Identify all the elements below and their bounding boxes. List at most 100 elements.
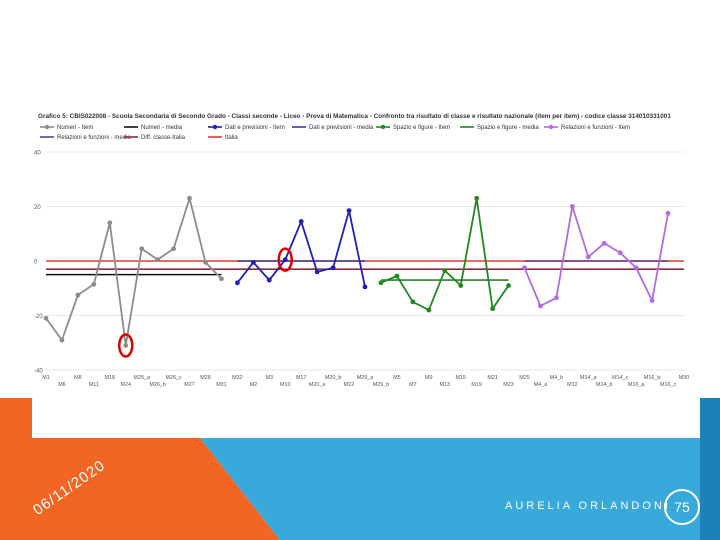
legend-label: Numeri - Item bbox=[57, 125, 93, 131]
x-tick-label: M21 bbox=[487, 375, 498, 381]
data-point bbox=[633, 265, 639, 271]
y-tick-label: 20 bbox=[34, 205, 41, 211]
x-tick-label: M14_b bbox=[596, 382, 612, 388]
legend-marker bbox=[212, 124, 218, 130]
series-group bbox=[378, 195, 511, 313]
y-tick-label: 0 bbox=[34, 260, 38, 266]
x-tick-label: M26_b bbox=[149, 382, 165, 388]
x-tick-label: M11 bbox=[89, 382, 99, 388]
x-tick-label: M20_a bbox=[309, 382, 325, 388]
data-point bbox=[362, 284, 368, 290]
y-tick-label: -40 bbox=[34, 369, 43, 375]
x-tick-label: M26_c bbox=[166, 375, 182, 381]
data-point bbox=[282, 257, 288, 263]
x-tick-label: M27 bbox=[184, 382, 195, 388]
x-tick-label: M16_c bbox=[660, 382, 676, 388]
x-tick-label: M29_a bbox=[357, 375, 373, 381]
data-point bbox=[203, 259, 208, 265]
x-tick-label: M18 bbox=[105, 375, 116, 381]
orange-corner-shape bbox=[0, 398, 280, 540]
series-line bbox=[523, 206, 669, 308]
data-point bbox=[410, 299, 416, 305]
legend-item: Numeri - Item bbox=[40, 124, 93, 131]
legend-label: Spazio e figure - media bbox=[477, 125, 539, 131]
legend-label: Relazioni e funzioni - media bbox=[57, 135, 131, 141]
y-axis: 40 20 0 -20 -40 bbox=[34, 151, 43, 375]
legend-item: Spazio e figure - Item bbox=[376, 124, 450, 131]
legend-item: Numeri - media bbox=[124, 125, 183, 131]
data-point bbox=[601, 240, 607, 246]
data-point bbox=[442, 268, 448, 273]
page-number-badge: 75 bbox=[664, 489, 700, 525]
legend-item: Diff. classe-Italia bbox=[124, 135, 186, 141]
chart-card: Grafico 5: CBIS022008 - Scuola Secondari… bbox=[32, 100, 700, 438]
data-point bbox=[123, 343, 129, 348]
data-point bbox=[250, 259, 256, 265]
data-point bbox=[107, 220, 113, 226]
data-point bbox=[235, 280, 240, 286]
legend-item: Italia bbox=[208, 135, 238, 141]
x-tick-label: M14_a bbox=[580, 375, 596, 381]
x-tick-label: M10 bbox=[280, 382, 291, 388]
dark-blue-accent-shape bbox=[700, 398, 720, 540]
data-point bbox=[298, 219, 304, 224]
x-tick-label: M25 bbox=[519, 375, 530, 381]
data-point bbox=[330, 265, 336, 271]
series-line bbox=[45, 195, 223, 346]
highlight-ellipse bbox=[118, 333, 134, 358]
legend-label: Spazio e figure - Item bbox=[393, 125, 450, 131]
legend-marker bbox=[380, 124, 386, 130]
chart-title: Grafico 5: CBIS022008 - Scuola Secondari… bbox=[38, 113, 671, 120]
data-point bbox=[43, 315, 49, 321]
data-point bbox=[219, 276, 224, 282]
x-tick-label: M23 bbox=[503, 382, 514, 388]
data-point bbox=[458, 283, 464, 288]
x-tick-label: M5 bbox=[393, 375, 401, 381]
data-point bbox=[538, 303, 543, 309]
data-point bbox=[554, 295, 559, 301]
line-chart: Grafico 5: CBIS022008 - Scuola Secondari… bbox=[34, 113, 689, 388]
x-tick-label: M3 bbox=[266, 375, 274, 381]
x-tick-label: M22 bbox=[344, 382, 355, 388]
x-tick-label: M31 bbox=[216, 382, 227, 388]
slide-author: AURELIA ORLANDONI bbox=[505, 500, 671, 512]
data-point bbox=[171, 246, 177, 252]
x-tick-label: M2 bbox=[250, 382, 258, 388]
data-point bbox=[75, 292, 81, 298]
data-point bbox=[155, 257, 161, 263]
x-tick-label: M24 bbox=[121, 382, 132, 388]
data-point bbox=[346, 208, 352, 213]
mean-lines bbox=[46, 260, 669, 281]
highlight-markers bbox=[118, 247, 293, 358]
highlight-ellipse bbox=[277, 247, 293, 272]
data-point bbox=[585, 254, 591, 260]
data-point bbox=[665, 210, 671, 216]
data-point bbox=[59, 337, 65, 343]
x-tick-label: M16_a bbox=[628, 382, 644, 388]
legend-label: Diff. classe-Italia bbox=[141, 135, 186, 141]
chart-legend: Numeri - Item Numeri - media Dati e previs… bbox=[40, 124, 630, 141]
x-tick-label: M6 bbox=[58, 382, 65, 388]
legend-label: Dati e previsioni - media bbox=[309, 125, 374, 131]
data-point bbox=[506, 283, 511, 288]
legend-marker bbox=[548, 124, 554, 130]
data-point bbox=[426, 307, 432, 313]
x-tick-label: M8 bbox=[74, 375, 82, 381]
series-group bbox=[235, 208, 368, 290]
data-point bbox=[91, 281, 97, 287]
data-point bbox=[266, 277, 272, 283]
x-tick-label: M19 bbox=[471, 382, 482, 388]
x-tick-label: M20_b bbox=[325, 375, 341, 381]
legend-marker bbox=[44, 124, 50, 130]
y-tick-label: -20 bbox=[34, 314, 43, 320]
data-point bbox=[490, 306, 495, 312]
legend-item: Dati e previsioni - Item bbox=[208, 124, 285, 131]
legend-item: Relazioni e funzioni - media bbox=[40, 135, 131, 141]
x-tick-label: M9 bbox=[425, 375, 433, 381]
x-tick-label: M13 bbox=[440, 382, 451, 388]
series-lines bbox=[43, 195, 671, 348]
data-point bbox=[314, 269, 320, 275]
legend-item: Relazioni e funzioni - Item bbox=[544, 124, 630, 131]
